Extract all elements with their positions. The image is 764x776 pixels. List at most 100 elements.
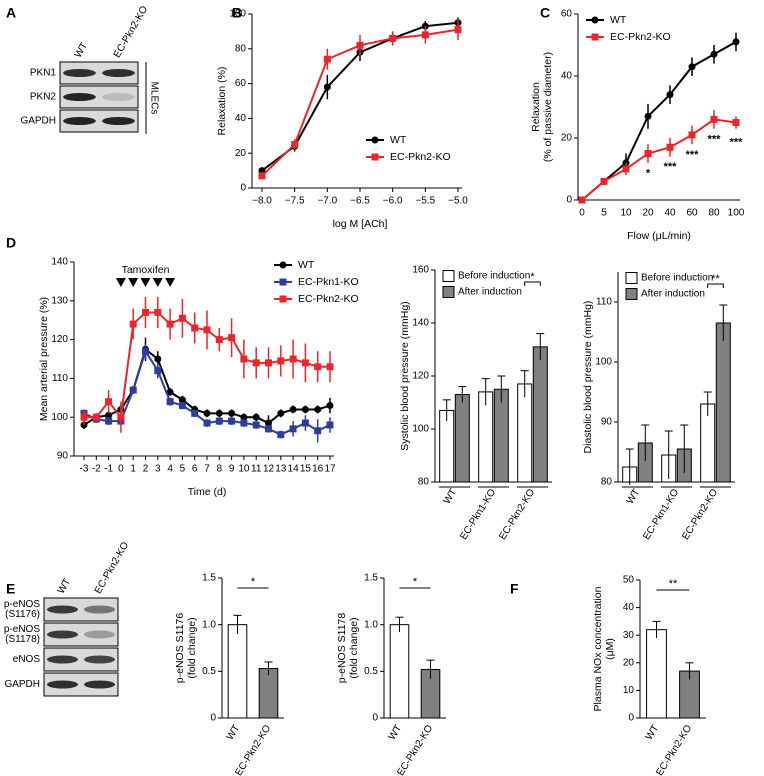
bar <box>454 394 470 483</box>
significance-label: *** <box>686 149 700 161</box>
legend-marker <box>591 16 599 24</box>
point <box>105 398 113 406</box>
point <box>265 419 272 427</box>
point <box>644 112 652 120</box>
row-label: (S1178) <box>5 634 40 645</box>
legend-label: After induction <box>641 289 705 300</box>
panel-label: A <box>6 5 16 21</box>
y-tick-label: 100 <box>51 412 68 423</box>
y-tick-label: 0.5 <box>364 666 378 677</box>
x-tick-label: EC-Pkn1-KO <box>458 487 498 542</box>
y-tick-label: 40 <box>235 113 247 124</box>
point <box>129 320 137 328</box>
x-tick-label: 3 <box>155 464 161 475</box>
y-axis-label: Relaxation <box>530 82 542 132</box>
x-tick-label: −7.0 <box>317 196 337 207</box>
x-tick-label: 5 <box>180 464 186 475</box>
blot-row <box>43 672 119 697</box>
y-tick-label: 0 <box>566 195 572 206</box>
row-label: eNOS <box>13 654 41 665</box>
point <box>166 320 174 328</box>
x-tick-label: EC-Pkn2-KO <box>680 487 720 542</box>
point <box>688 63 696 71</box>
y-tick-label: 160 <box>412 265 429 276</box>
legend-label: Before induction <box>641 273 713 284</box>
point <box>154 355 162 363</box>
annotation-marker <box>152 278 163 287</box>
legend-marker <box>371 136 379 144</box>
row-label: GAPDH <box>4 679 40 690</box>
y-tick-label: 110 <box>52 373 68 384</box>
y-tick-label: 20 <box>561 133 573 144</box>
point <box>323 83 331 91</box>
y-tick-label: 40 <box>561 71 573 82</box>
y-tick-label: 60 <box>561 9 573 20</box>
significance-label: * <box>646 167 651 179</box>
bar <box>258 668 279 719</box>
annotation-marker <box>140 278 151 287</box>
x-tick-label: 4 <box>167 464 173 475</box>
x-axis-label: log M [ACh] <box>333 218 388 230</box>
point <box>600 177 608 185</box>
x-tick-label: 17 <box>324 464 336 475</box>
point <box>666 91 674 99</box>
annotation-marker <box>128 278 139 287</box>
legend-label: EC-Pkn2-KO <box>390 151 451 163</box>
blot-band <box>46 605 79 614</box>
point <box>710 50 718 58</box>
point <box>142 308 149 316</box>
x-tick-label: 10 <box>620 208 632 219</box>
x-tick-label: 40 <box>664 208 676 219</box>
bar <box>715 322 731 483</box>
bar <box>532 346 548 483</box>
x-tick-label: WT <box>644 723 662 742</box>
point <box>240 355 248 363</box>
x-tick-label: 20 <box>642 208 654 219</box>
y-tick-label: 100 <box>412 424 429 435</box>
y-tick-label: 20 <box>235 148 247 159</box>
row-label: p-eNOS <box>4 599 40 610</box>
y-tick-label: 0 <box>372 713 378 724</box>
point <box>166 398 174 406</box>
x-tick-label: 12 <box>263 464 275 475</box>
point <box>240 413 248 421</box>
legend-marker <box>279 278 287 286</box>
annotation: Tamoxifen <box>122 264 170 276</box>
significance-label: *** <box>664 161 678 173</box>
blot-row <box>43 597 119 622</box>
blot-row <box>43 647 119 672</box>
legend-label: EC-Pkn2-KO <box>610 31 671 43</box>
y-tick-label: 0 <box>240 183 246 194</box>
x-tick-label: −5.0 <box>448 196 468 207</box>
y-tick-label: 80 <box>235 43 247 54</box>
point <box>215 409 223 417</box>
blot-band <box>63 69 96 77</box>
blot-row <box>59 109 139 133</box>
point <box>215 417 223 425</box>
point <box>265 425 272 433</box>
x-axis-label: Flow (μL/min) <box>627 230 691 242</box>
y-tick-label: 120 <box>412 371 429 382</box>
panel-label: E <box>6 581 15 597</box>
panel-label: D <box>6 235 16 251</box>
point <box>301 405 309 413</box>
point <box>191 324 199 332</box>
y-axis-label: (% of passive diameter) <box>542 52 554 162</box>
significance-bracket <box>707 283 724 288</box>
y-axis-label: p-eNOS S1176 <box>174 613 186 684</box>
y-axis-label: Systolic blood pressure (mmHg) <box>399 301 411 450</box>
bar <box>478 391 494 483</box>
blot-row <box>59 85 139 109</box>
bar <box>227 624 248 719</box>
x-tick-label: 100 <box>728 208 745 219</box>
point <box>154 308 162 316</box>
y-axis-label: Relaxation (%) <box>216 67 228 136</box>
point <box>622 165 630 173</box>
legend-swatch <box>442 286 455 298</box>
point <box>323 55 331 63</box>
point <box>389 34 397 42</box>
y-axis-label: Plasma NOx concentration <box>592 586 604 711</box>
lane-label: EC-Pkn2-KO <box>112 4 151 60</box>
point <box>289 425 297 433</box>
point <box>277 357 285 365</box>
